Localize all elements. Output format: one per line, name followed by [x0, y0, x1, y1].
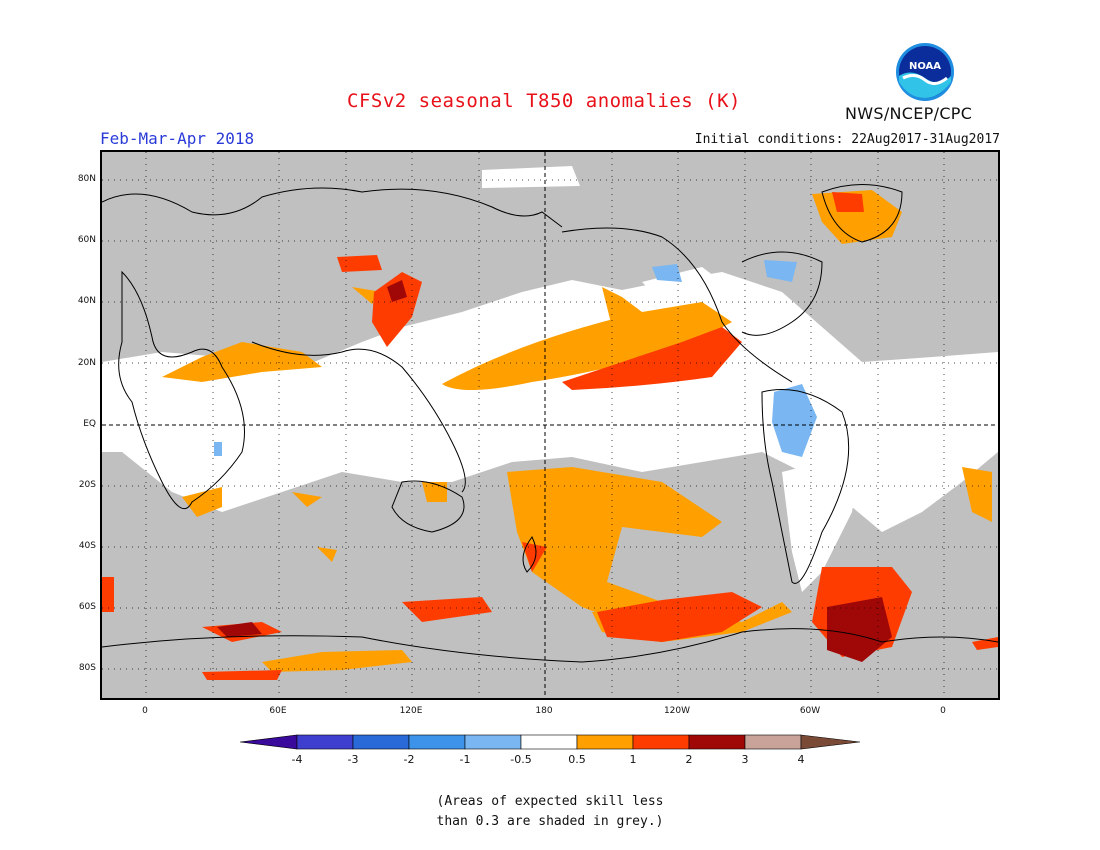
- lon-label-0-east: 0: [940, 706, 946, 716]
- lat-label-eq: EQ: [83, 419, 96, 429]
- legend-swatch-below-minus4: [240, 734, 298, 750]
- legend-label-3: 3: [741, 753, 749, 766]
- lat-label-80s: 80S: [78, 663, 96, 673]
- legend-label-05: 0.5: [568, 753, 586, 766]
- anomaly-red-regions: [102, 192, 998, 680]
- lat-label-20s: 20S: [78, 480, 96, 490]
- lon-label-60e: 60E: [269, 706, 287, 716]
- arctic-white-patch: [482, 166, 580, 188]
- northeast-pacific-white: [642, 267, 722, 302]
- legend-swatch-3-4: [744, 734, 802, 750]
- svg-text:NOAA: NOAA: [909, 61, 941, 72]
- skill-footnote: (Areas of expected skill less than 0.3 a…: [0, 792, 1100, 832]
- legend-label-minus2: -2: [403, 753, 415, 766]
- footnote-line-1: (Areas of expected skill less: [436, 794, 664, 809]
- lon-label-0: 0: [142, 706, 148, 716]
- legend-swatch-minus4-minus3: [296, 734, 354, 750]
- lon-label-60w: 60W: [799, 706, 821, 716]
- anomaly-map: [100, 150, 1000, 700]
- coastlines: [102, 184, 998, 663]
- legend-swatch-above-4: [800, 734, 861, 750]
- anomaly-darkred-regions: [217, 280, 892, 662]
- legend-swatch-1-2: [632, 734, 690, 750]
- map-title: CFSv2 seasonal T850 anomalies (K): [347, 90, 741, 112]
- anomaly-map-svg: [102, 152, 998, 698]
- lon-label-180: 180: [535, 706, 553, 716]
- noaa-logo-icon: NOAA: [896, 43, 954, 101]
- legend-label-minus4: -4: [291, 753, 303, 766]
- legend-swatch-minus2-minus1: [408, 734, 466, 750]
- legend-swatch-minus1-minus05: [464, 734, 522, 750]
- lat-label-60n: 60N: [77, 235, 96, 245]
- lon-label-120w: 120W: [663, 706, 691, 716]
- color-legend-bar: [240, 734, 861, 750]
- graticule: [102, 152, 998, 698]
- legend-label-minus1: -1: [459, 753, 471, 766]
- legend-label-1: 1: [629, 753, 637, 766]
- legend-swatch-minus3-minus2: [352, 734, 410, 750]
- legend-label-minus05: -0.5: [510, 753, 532, 766]
- agency-label: NWS/NCEP/CPC: [845, 104, 973, 123]
- season-label: Feb-Mar-Apr 2018: [100, 129, 255, 148]
- lat-label-60s: 60S: [78, 602, 96, 612]
- lat-label-40n: 40N: [77, 296, 96, 306]
- lon-label-120e: 120E: [399, 706, 423, 716]
- legend-swatch-minus05-05: [520, 734, 578, 750]
- legend-label-minus3: -3: [347, 753, 359, 766]
- legend-label-4: 4: [797, 753, 805, 766]
- tropical-white-band: [102, 272, 998, 532]
- anomaly-blue-regions: [214, 260, 817, 457]
- lat-label-20n: 20N: [77, 358, 96, 368]
- legend-label-2: 2: [685, 753, 693, 766]
- lat-label-80n: 80N: [77, 174, 96, 184]
- footnote-line-2: than 0.3 are shaded in grey.): [436, 814, 664, 829]
- legend-swatch-05-1: [576, 734, 634, 750]
- legend-swatch-2-3: [688, 734, 746, 750]
- initial-conditions-label: Initial conditions: 22Aug2017-31Aug2017: [694, 132, 1000, 147]
- lat-label-40s: 40S: [78, 541, 96, 551]
